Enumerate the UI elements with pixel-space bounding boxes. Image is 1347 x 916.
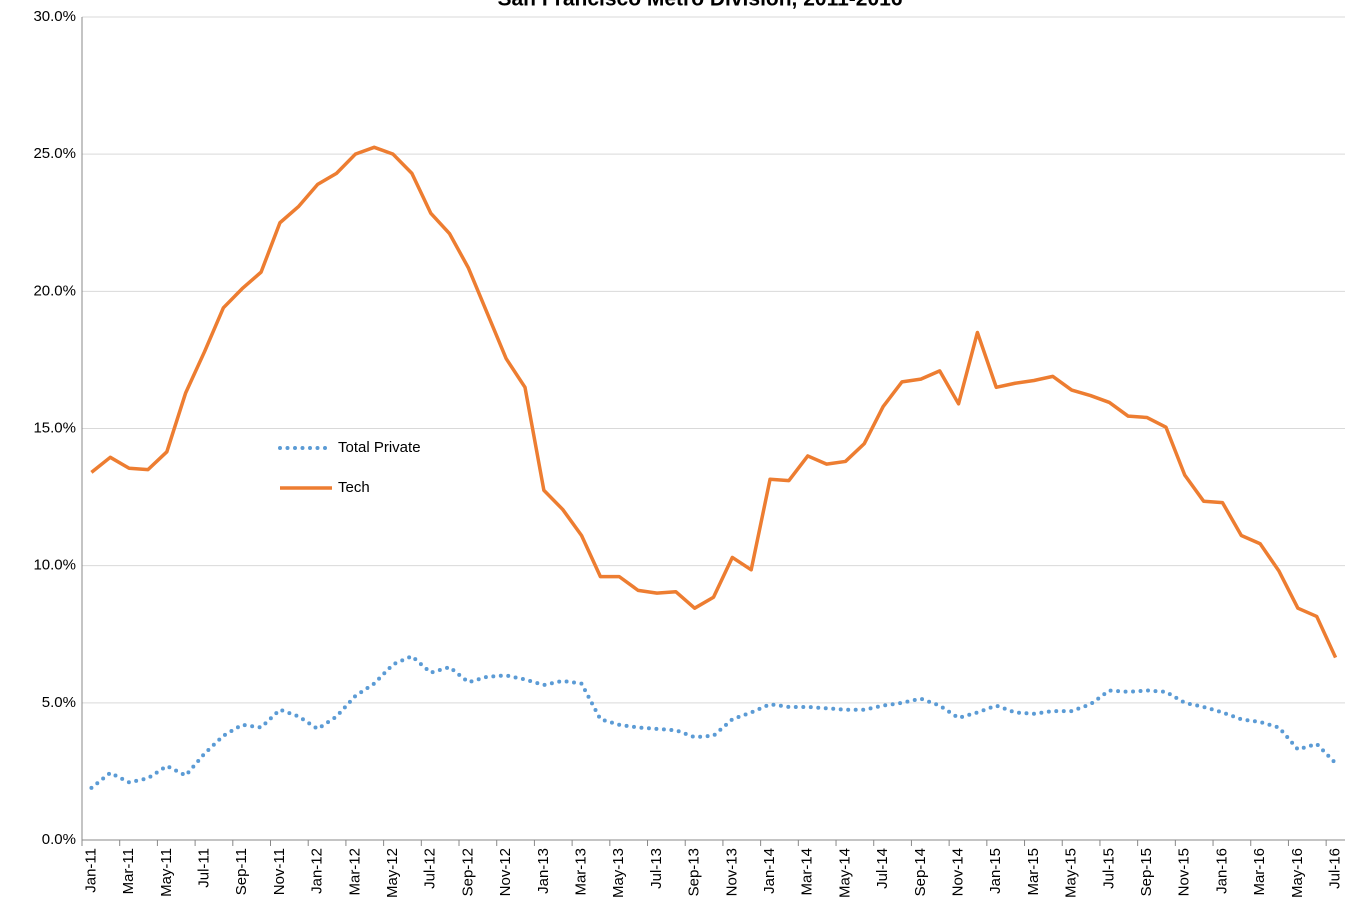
x-tick-label: Nov-14 [950,848,967,896]
x-tick-label: Mar-12 [346,848,363,896]
x-tick-label: May-14 [836,848,853,898]
x-tick-label: Jul-15 [1100,848,1117,889]
y-tick-label: 10.0% [33,557,76,574]
x-tick-label: Jan-13 [535,848,552,894]
x-tick-label: May-12 [384,848,401,898]
series-line [89,654,1338,790]
x-tick-label: Sep-14 [912,848,929,896]
legend-label: Tech [338,479,370,496]
x-tick-label: Sep-13 [686,848,703,896]
series-line [90,145,1338,659]
x-tick-label: Jul-12 [422,848,439,889]
x-tick-label: Jul-11 [195,848,212,888]
x-tick-label: May-13 [610,848,627,898]
x-tick-label: Nov-11 [271,848,288,895]
x-tick-label: Jan-12 [309,848,326,894]
x-tick-label: Jul-16 [1327,848,1344,889]
x-tick-label: Jan-16 [1213,848,1230,894]
x-tick-label: Nov-12 [497,848,514,896]
x-tick-label: May-16 [1289,848,1306,898]
x-tick-label: Jul-13 [648,848,665,889]
x-tick-label: Jan-14 [761,848,778,894]
x-tick-label: Mar-16 [1251,848,1268,896]
y-tick-label: 25.0% [33,145,76,162]
x-tick-label: Nov-15 [1176,848,1193,896]
x-tick-label: Sep-15 [1138,848,1155,896]
x-tick-label: Mar-14 [799,848,816,896]
x-tick-label: Nov-13 [723,848,740,896]
x-tick-label: Sep-11 [233,848,250,895]
x-tick-label: Mar-13 [573,848,590,896]
x-tick-label: May-15 [1063,848,1080,898]
legend-label: Total Private [338,439,421,456]
y-tick-label: 5.0% [42,694,76,711]
y-tick-label: 30.0% [33,8,76,25]
x-tick-label: Mar-15 [1025,848,1042,896]
x-tick-label: May-11 [158,848,175,897]
x-tick-label: Sep-12 [459,848,476,896]
chart-title: San Francisco Metro Division, 2011-2016 [497,0,902,11]
y-tick-label: 15.0% [33,419,76,436]
x-tick-label: Jan-15 [987,848,1004,894]
y-tick-label: 0.0% [42,831,76,848]
y-tick-label: 20.0% [33,282,76,299]
x-tick-label: Jul-14 [874,848,891,889]
x-tick-label: Mar-11 [120,848,137,894]
x-tick-label: Jan-11 [82,848,99,893]
